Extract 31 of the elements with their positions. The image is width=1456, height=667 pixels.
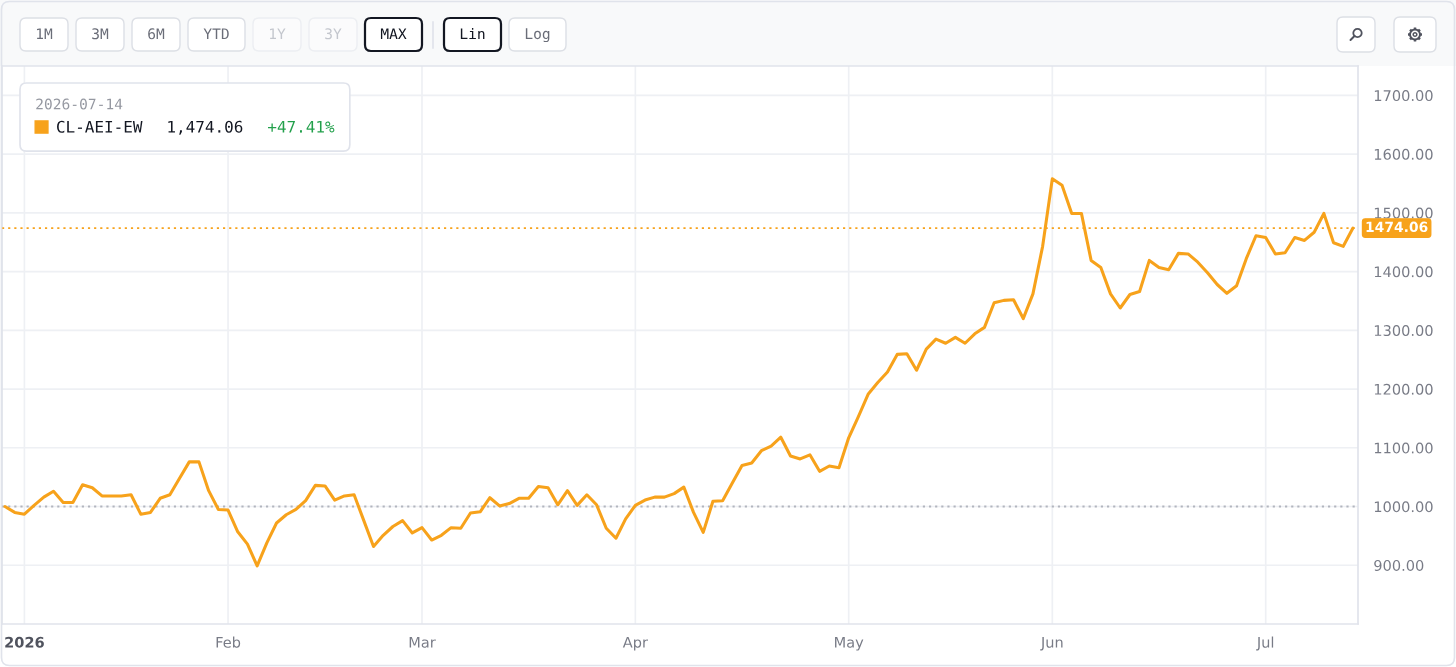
text: 3Y <box>325 28 342 40</box>
x-tick-label: 2026 <box>5 636 44 648</box>
x-tick-label: Mar <box>409 636 436 648</box>
x-tick-label: Jul <box>1256 636 1274 651</box>
y-tick-label: 1600.00 <box>1374 148 1433 160</box>
y-tick-label: 900.00 <box>1374 559 1424 572</box>
y-tick-label: 1200.00 <box>1374 383 1433 395</box>
ref-line-label: 1474.06 <box>1366 221 1428 233</box>
annotation: +47.41% <box>268 120 335 133</box>
text: YTD <box>203 28 229 40</box>
x-tick-label: Jun <box>1040 636 1063 651</box>
x-tick-label: Apr <box>622 636 648 651</box>
text: Lin <box>460 27 485 40</box>
y-tick-label: 1000.00 <box>1374 501 1433 513</box>
y-tick-label: 1100.00 <box>1374 442 1433 454</box>
text: 3M <box>92 28 109 40</box>
annotation: 1,474.06 <box>168 120 243 135</box>
legend-label: CL-AEI-EW <box>57 120 143 133</box>
y-tick-label: 1700.00 <box>1374 90 1433 102</box>
legend-title: 2026-07-14 <box>36 98 123 110</box>
text: 6M <box>148 28 165 40</box>
y-tick-label: 1500.00 <box>1374 207 1433 219</box>
y-tick-label: 1300.00 <box>1374 325 1433 337</box>
text: Log <box>525 28 550 43</box>
text: 1M <box>36 28 53 40</box>
y-tick-label: 1400.00 <box>1374 266 1433 278</box>
text: 1Y <box>269 28 286 40</box>
x-tick-label: May <box>835 636 864 651</box>
line-series <box>3 177 1355 568</box>
text: MAX <box>380 28 407 40</box>
x-tick-label: Feb <box>216 636 241 648</box>
